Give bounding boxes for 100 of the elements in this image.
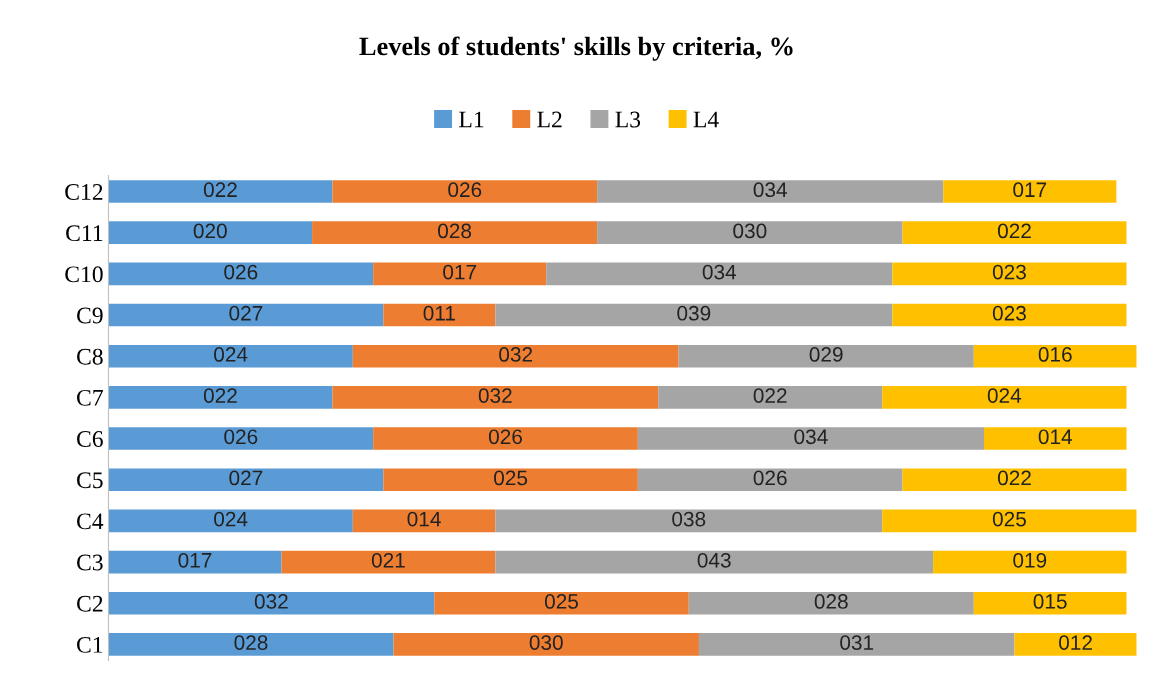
data-label: 024 — [214, 511, 248, 527]
bar — [1014, 633, 1137, 656]
y-tick-label: C8 — [77, 348, 103, 365]
bar — [658, 386, 883, 409]
data-label: 032 — [254, 594, 288, 609]
y-tick-label: C2 — [77, 595, 103, 612]
bar — [393, 633, 699, 656]
data-label: 030 — [733, 223, 767, 239]
data-label: 028 — [438, 223, 472, 239]
data-label: 032 — [478, 388, 512, 403]
bar — [312, 221, 598, 245]
bar — [108, 180, 333, 203]
bar — [495, 550, 934, 574]
bar — [373, 427, 638, 450]
data-label: 026 — [488, 429, 522, 445]
legend-label: L3 — [615, 111, 641, 128]
bar — [902, 468, 1127, 492]
data-label: 016 — [1038, 347, 1072, 362]
data-label: 024 — [987, 388, 1022, 403]
data-label: 029 — [809, 347, 843, 362]
data-label: 025 — [992, 511, 1026, 527]
data-label: 017 — [178, 552, 212, 568]
data-label: 030 — [529, 635, 563, 650]
chart-title: Levels of students' skills by criteria, % — [359, 36, 793, 61]
bar — [108, 344, 353, 368]
bar — [973, 344, 1137, 368]
bar — [983, 427, 1127, 450]
bar — [108, 427, 374, 450]
y-tick-label: C12 — [65, 184, 103, 200]
bar — [688, 591, 974, 615]
bar — [892, 303, 1127, 327]
data-label: 032 — [499, 347, 533, 362]
data-label: 017 — [443, 264, 477, 280]
bar — [373, 262, 547, 286]
y-tick-label: C5 — [77, 472, 103, 489]
bar — [108, 591, 435, 615]
data-label: 012 — [1059, 635, 1092, 650]
data-label: 022 — [997, 223, 1031, 239]
data-label: 017 — [1013, 182, 1047, 198]
data-label: 026 — [224, 264, 258, 280]
bar — [108, 509, 353, 533]
bar — [108, 221, 313, 245]
bar — [698, 633, 1015, 656]
bar — [933, 550, 1127, 574]
legend-label: L2 — [537, 111, 562, 128]
data-label: 034 — [794, 429, 828, 445]
bar — [108, 468, 384, 492]
data-label: 023 — [992, 305, 1026, 321]
data-label: 024 — [214, 347, 248, 362]
bar — [597, 180, 944, 203]
y-tick-label: C1 — [77, 636, 103, 653]
bar — [383, 468, 638, 492]
data-label: 021 — [371, 552, 405, 568]
data-label: 020 — [193, 223, 227, 239]
bar — [882, 386, 1127, 409]
data-label: 038 — [672, 511, 706, 527]
y-tick-label: C6 — [77, 431, 103, 447]
data-label: 026 — [224, 429, 258, 445]
bar — [902, 221, 1127, 245]
bar — [892, 262, 1127, 286]
bar — [332, 386, 659, 409]
bar — [108, 633, 394, 656]
data-label: 014 — [1038, 429, 1073, 445]
bar — [352, 344, 679, 368]
bar — [973, 591, 1127, 615]
y-tick-label: C3 — [77, 554, 103, 571]
y-tick-label: C7 — [77, 389, 103, 406]
bar — [108, 303, 384, 327]
data-label: 031 — [840, 635, 874, 650]
data-label: 028 — [234, 635, 268, 650]
bar — [108, 262, 374, 286]
bar — [597, 221, 903, 245]
bar — [383, 303, 496, 327]
y-tick-label: C11 — [66, 225, 103, 242]
legend-label: L4 — [693, 111, 719, 128]
data-label: 015 — [1033, 594, 1067, 609]
bar — [943, 180, 1117, 203]
bar — [678, 344, 974, 368]
bar — [434, 591, 689, 615]
data-label: 043 — [697, 552, 731, 568]
y-tick-label: C9 — [77, 307, 103, 324]
data-label: 019 — [1013, 552, 1047, 568]
bar — [882, 509, 1137, 533]
bar — [281, 550, 496, 574]
bar — [637, 427, 984, 450]
data-label: 026 — [448, 182, 482, 198]
data-label: 014 — [407, 511, 441, 527]
data-label: 027 — [229, 470, 263, 486]
bar — [637, 468, 903, 492]
data-label: 034 — [702, 264, 737, 280]
data-label: 028 — [814, 594, 848, 609]
bar — [546, 262, 893, 286]
bar — [495, 303, 893, 327]
data-label: 026 — [753, 470, 787, 486]
data-label: 034 — [753, 182, 787, 198]
data-label: 025 — [494, 470, 528, 486]
data-label: 022 — [997, 470, 1031, 486]
bar — [495, 509, 883, 533]
bar — [108, 386, 333, 409]
data-label: 025 — [544, 594, 579, 609]
